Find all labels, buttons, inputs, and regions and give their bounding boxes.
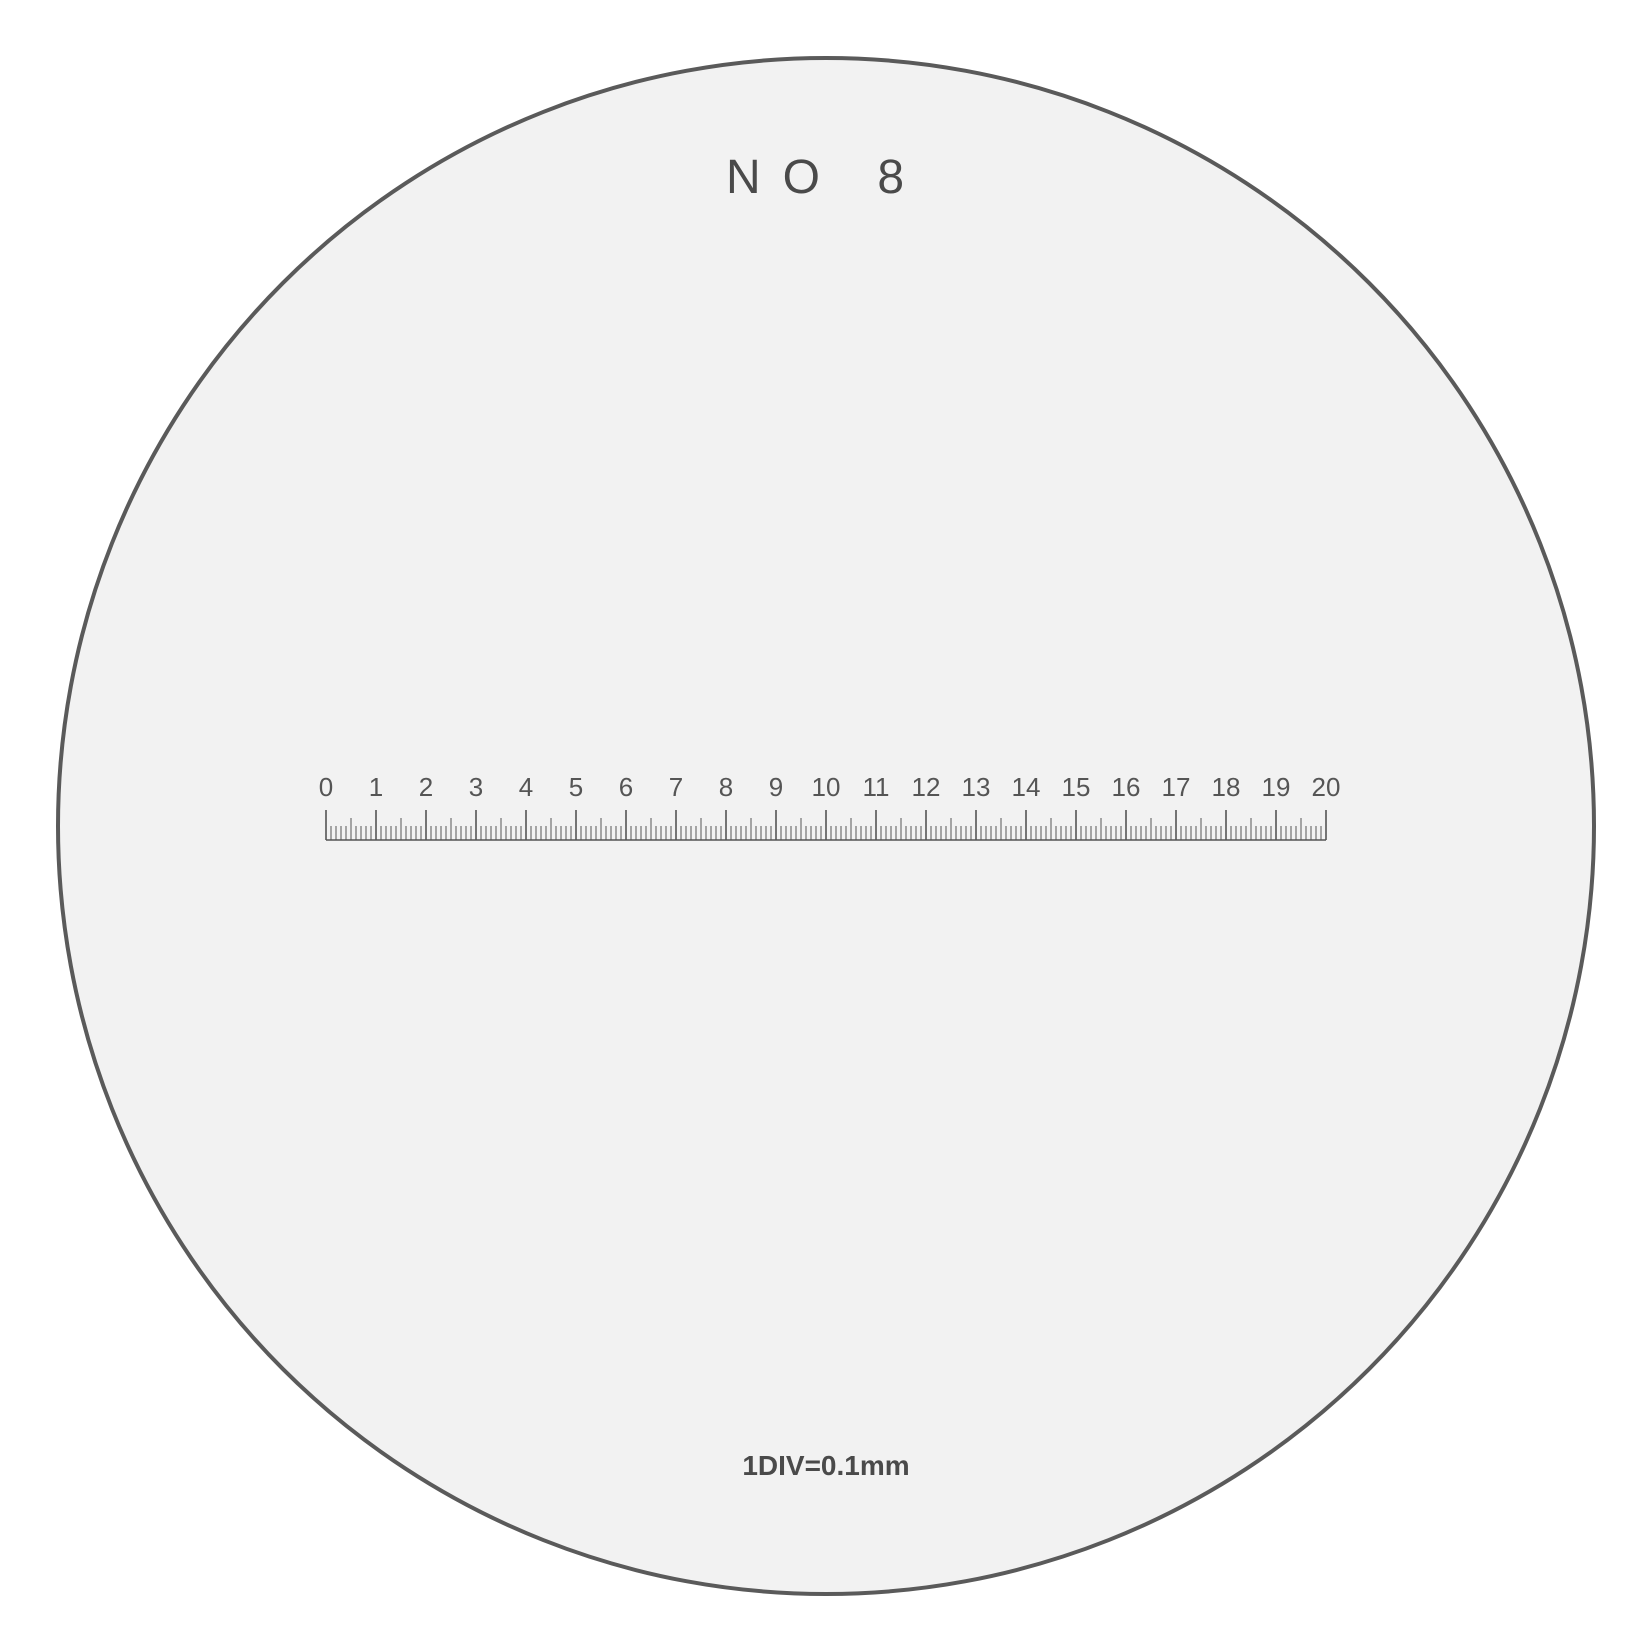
ruler-tick-label: 8 [719,772,733,802]
ruler-tick-label: 1 [369,772,383,802]
ruler-tick-label: 2 [419,772,433,802]
ruler: 01234567891011121314151617181920 [296,739,1356,855]
ruler-tick-label: 20 [1312,772,1341,802]
ruler-tick-label: 7 [669,772,683,802]
division-label: 1DIV=0.1mm [742,1450,909,1482]
ruler-tick-label: 11 [863,772,890,802]
ruler-tick-label: 13 [962,772,991,802]
ruler-tick-label: 0 [319,772,333,802]
ruler-tick-label: 19 [1262,772,1291,802]
ruler-tick-label: 3 [469,772,483,802]
ruler-tick-label: 6 [619,772,633,802]
ruler-tick-label: 15 [1062,772,1091,802]
ruler-tick-label: 4 [519,772,533,802]
reticle-title: NO 8 [726,150,926,205]
ruler-tick-label: 5 [569,772,583,802]
ruler-tick-label: 16 [1112,772,1141,802]
ruler-tick-label: 10 [812,772,841,802]
ruler-tick-label: 9 [769,772,783,802]
ruler-tick-label: 12 [912,772,941,802]
canvas: NO 8 01234567891011121314151617181920 1D… [0,0,1652,1652]
ruler-tick-label: 14 [1012,772,1041,802]
ruler-tick-label: 18 [1212,772,1241,802]
ruler-tick-label: 17 [1162,772,1191,802]
ruler-svg: 01234567891011121314151617181920 [296,739,1356,855]
